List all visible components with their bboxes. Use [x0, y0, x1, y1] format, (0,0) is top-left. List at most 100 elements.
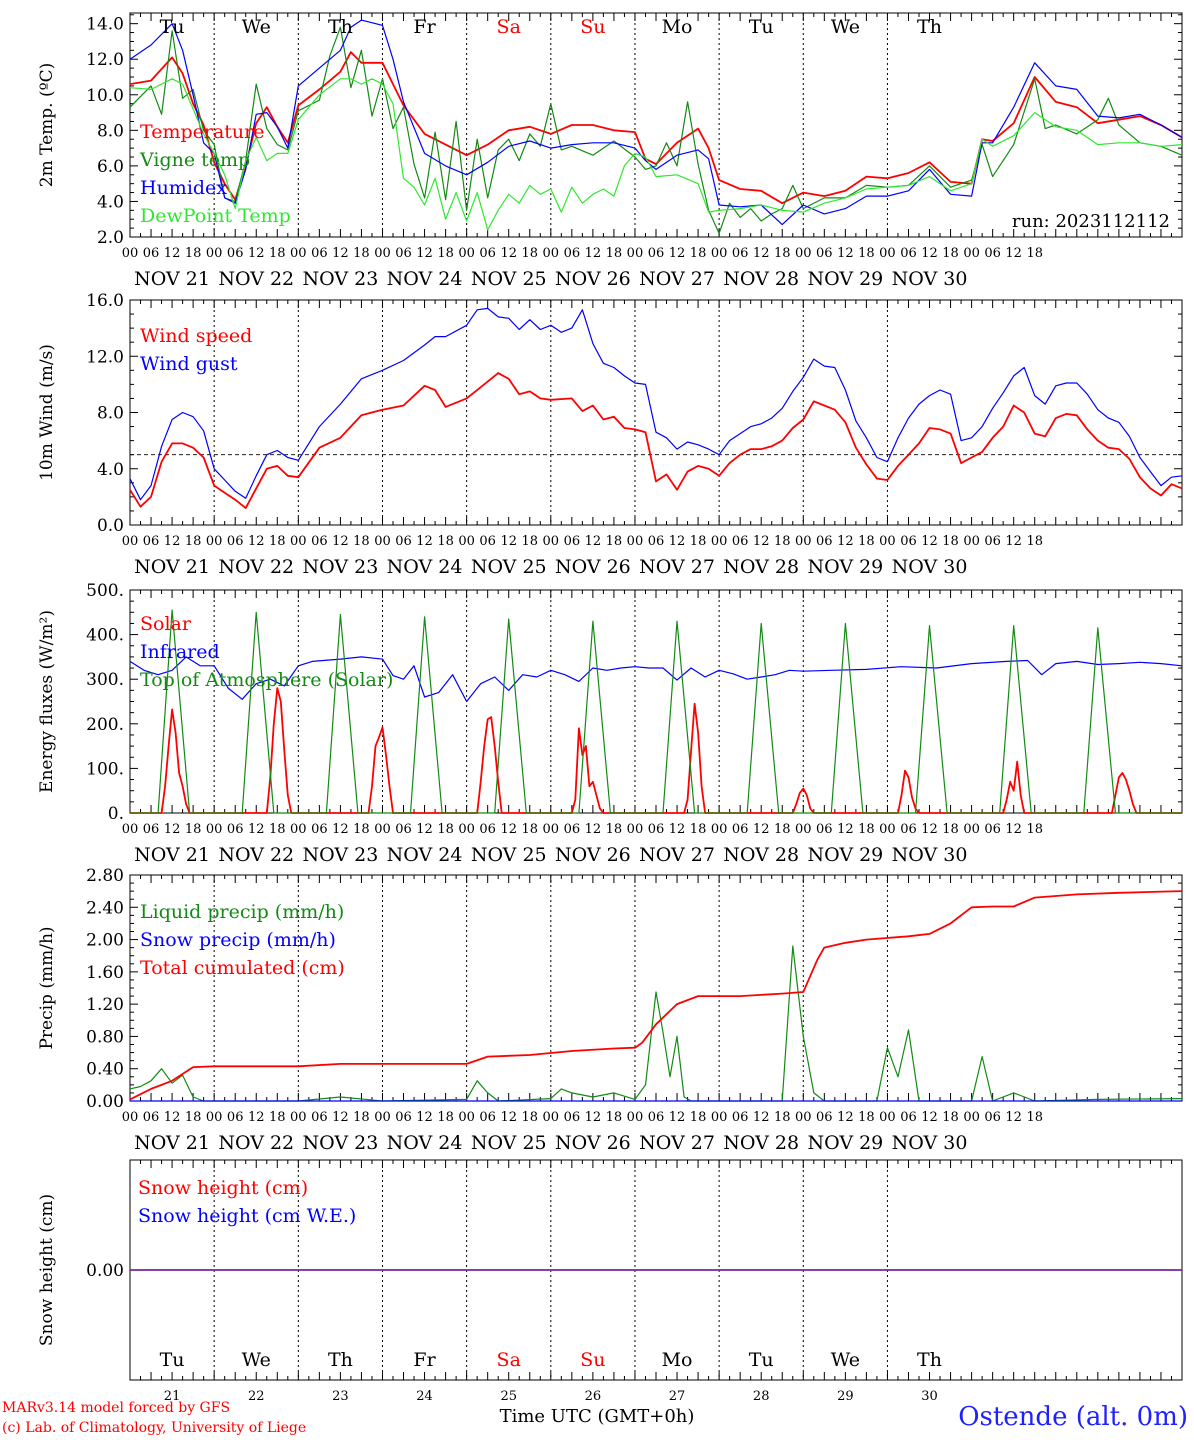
x-hour-label: 06 [395, 1110, 412, 1125]
x-hour-label: 00 [290, 534, 307, 549]
station-name: Ostende (alt. 0m) [958, 1402, 1188, 1432]
series-line-top-of-atmosphere-solar [130, 609, 1182, 814]
x-date-label: NOV 22 [218, 556, 294, 578]
series-line-wind-gust [129, 307, 1183, 501]
y-tick-label: 2.40 [86, 898, 124, 918]
credit-model: MARv3.14 model forced by GFS [2, 1400, 231, 1416]
y-tick-label: 2.0 [97, 228, 124, 248]
x-hour-label: 00 [795, 246, 812, 261]
x-date-label: NOV 21 [134, 556, 210, 578]
x-hour-label: 12 [500, 1110, 517, 1125]
y-tick-label: 14.0 [86, 15, 124, 35]
x-hour-label: 12 [164, 1110, 181, 1125]
day-number-label: 28 [753, 1389, 770, 1404]
x-hour-label: 18 [269, 1110, 286, 1125]
x-hour-label: 12 [669, 1110, 686, 1125]
weekday-label: Su [580, 16, 605, 38]
x-hour-label: 06 [648, 246, 665, 261]
x-date-label: NOV 25 [471, 844, 547, 866]
x-date-label: NOV 28 [723, 556, 799, 578]
weekday-label: Su [580, 1349, 605, 1371]
x-date-label: NOV 29 [807, 556, 883, 578]
weekday-label: Tu [749, 16, 774, 38]
y-axis-label: Snow height (cm) [37, 1194, 57, 1346]
x-date-label: NOV 30 [892, 556, 968, 578]
x-hour-label: 12 [1005, 822, 1022, 837]
legend-entry: Top of Atmosphere (Solar) [140, 669, 393, 691]
x-hour-label: 00 [206, 822, 223, 837]
x-hour-label: 00 [879, 822, 896, 837]
x-hour-label: 18 [942, 822, 959, 837]
x-hour-label: 12 [248, 822, 265, 837]
panel-energy: 0. 100. 200. 300. 400. 500. Energy fluxes (W/m… [37, 581, 1183, 866]
x-hour-label: 00 [795, 822, 812, 837]
y-tick-label: 400. [86, 626, 124, 646]
y-tick-label: 6.0 [97, 157, 124, 177]
x-hour-label: 06 [479, 534, 496, 549]
x-hour-label: 18 [1026, 822, 1043, 837]
x-hour-label: 00 [206, 1110, 223, 1125]
x-hour-label: 06 [984, 822, 1001, 837]
x-hour-label: 18 [606, 1110, 623, 1125]
panel-wind: 0.0 4.0 8.0 12.0 16.0 10m Wind (m/s) Wind spee… [37, 291, 1183, 578]
series-line-total-cumulated-cm [129, 890, 1183, 1101]
x-hour-label: 06 [143, 1110, 160, 1125]
x-hour-label: 12 [1005, 246, 1022, 261]
x-date-label: NOV 22 [218, 1132, 294, 1154]
series-line-solar [130, 687, 1182, 814]
weekday-label: Fr [413, 16, 436, 38]
day-number-label: 23 [332, 1389, 349, 1404]
x-date-label: NOV 30 [892, 1132, 968, 1154]
x-hour-label: 18 [942, 1110, 959, 1125]
x-date-label: NOV 21 [134, 844, 210, 866]
weekday-label: We [242, 1349, 271, 1371]
x-hour-label: 06 [732, 822, 749, 837]
x-hour-label: 06 [732, 246, 749, 261]
series-line-humidex [129, 19, 1183, 226]
x-hour-label: 00 [795, 1110, 812, 1125]
x-hour-label: 00 [458, 534, 475, 549]
x-date-label: NOV 27 [639, 1132, 715, 1154]
x-hour-label: 18 [353, 246, 370, 261]
y-tick-label: 0.00 [86, 1261, 124, 1281]
x-hour-label: 06 [648, 534, 665, 549]
x-hour-label: 00 [458, 246, 475, 261]
x-hour-label: 18 [185, 822, 202, 837]
y-tick-label: 2.00 [86, 931, 124, 951]
x-date-label: NOV 21 [134, 1132, 210, 1154]
legend-entry: Humidex [140, 177, 227, 199]
x-hour-label: 06 [564, 534, 581, 549]
x-hour-label: 18 [858, 822, 875, 837]
y-tick-label: 0.40 [86, 1060, 124, 1080]
x-hour-label: 00 [206, 534, 223, 549]
x-hour-label: 00 [543, 246, 560, 261]
x-hour-label: 18 [606, 534, 623, 549]
weekday-label: Tu [160, 16, 185, 38]
day-number-label: 30 [921, 1389, 938, 1404]
x-hour-label: 12 [248, 534, 265, 549]
x-hour-label: 06 [311, 534, 328, 549]
y-tick-label: 1.20 [86, 995, 124, 1015]
x-hour-label: 18 [1026, 1110, 1043, 1125]
x-hour-label: 00 [627, 1110, 644, 1125]
y-tick-label: 2.80 [86, 866, 124, 886]
x-hour-label: 00 [122, 534, 139, 549]
legend-entry: Solar [140, 613, 192, 635]
x-date-label: NOV 24 [387, 1132, 463, 1154]
x-date-label: NOV 22 [218, 844, 294, 866]
x-hour-label: 12 [248, 246, 265, 261]
x-date-label: NOV 28 [723, 844, 799, 866]
x-hour-label: 00 [627, 246, 644, 261]
y-tick-label: 0.0 [97, 516, 124, 536]
x-hour-label: 18 [774, 534, 791, 549]
y-tick-label: 12.0 [86, 347, 124, 367]
x-hour-label: 12 [585, 822, 602, 837]
x-date-label: NOV 29 [807, 1132, 883, 1154]
x-hour-label: 06 [395, 246, 412, 261]
x-hour-label: 06 [395, 534, 412, 549]
legend-entry: Temperature [140, 121, 264, 143]
x-hour-label: 12 [416, 534, 433, 549]
x-hour-label: 18 [521, 246, 538, 261]
y-tick-label: 200. [86, 715, 124, 735]
x-date-label: NOV 30 [892, 268, 968, 290]
